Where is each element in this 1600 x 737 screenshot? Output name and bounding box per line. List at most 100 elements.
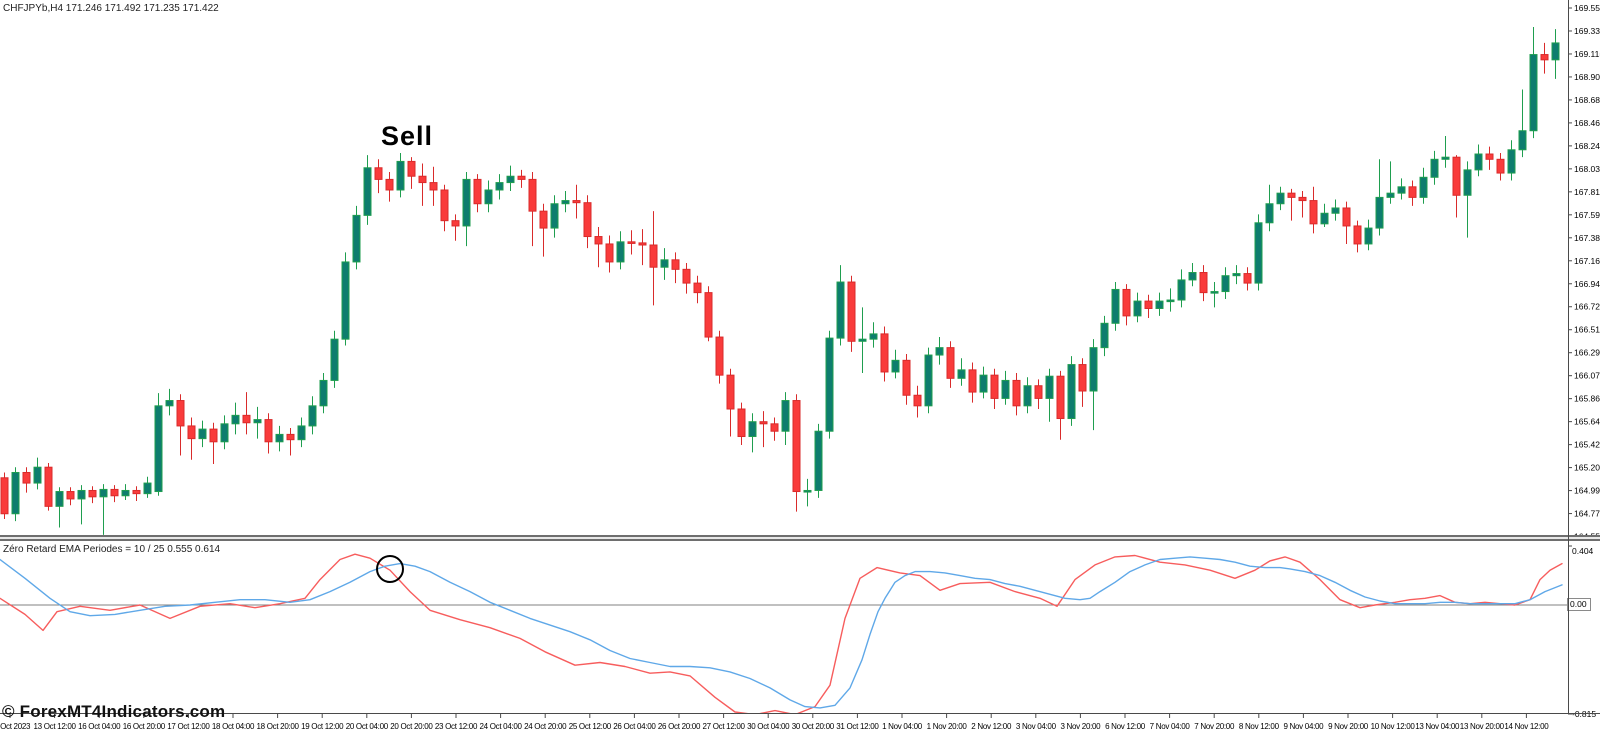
bull-candle xyxy=(1254,222,1263,284)
bear-candle xyxy=(671,259,680,270)
bull-candle xyxy=(836,281,845,339)
slow-ema-line xyxy=(0,556,1563,709)
price-axis-label: 168.030 xyxy=(1574,164,1600,174)
bear-candle xyxy=(792,400,801,493)
time-axis-label: 25 Oct 12:00 xyxy=(569,722,612,731)
bull-candle xyxy=(1397,186,1406,194)
bear-candle xyxy=(1034,385,1043,399)
time-axis-label: 16 Oct 20:00 xyxy=(123,722,166,731)
indicator-panel[interactable] xyxy=(0,553,1563,714)
bull-candle xyxy=(1331,207,1340,214)
bear-candle xyxy=(1243,273,1252,284)
bear-candle xyxy=(902,359,911,396)
bear-candle xyxy=(528,178,537,212)
bear-candle xyxy=(110,488,119,497)
price-axis-label: 165.205 xyxy=(1574,463,1600,473)
bull-candle xyxy=(220,423,229,443)
bull-candle xyxy=(935,347,944,356)
price-axis-label: 167.595 xyxy=(1574,210,1600,220)
time-axis-label: 26 Oct 04:00 xyxy=(613,722,656,731)
bull-candle xyxy=(1067,364,1076,420)
time-axis-label: 18 Oct 04:00 xyxy=(212,722,255,731)
bear-candle xyxy=(132,489,141,495)
time-axis-label: 14 Nov 12:00 xyxy=(1504,722,1549,731)
time-axis-label: 13 Nov 20:00 xyxy=(1460,722,1505,731)
bull-candle xyxy=(1232,273,1241,277)
bear-candle xyxy=(1056,375,1065,420)
bull-candle xyxy=(1089,347,1098,392)
bull-candle xyxy=(1518,130,1527,151)
bear-candle xyxy=(1353,225,1362,245)
bear-candle xyxy=(374,167,383,180)
bear-candle xyxy=(1298,196,1307,202)
bull-candle xyxy=(121,489,130,497)
price-axis-label: 167.815 xyxy=(1574,187,1600,197)
bear-candle xyxy=(880,333,889,373)
bull-candle xyxy=(341,261,350,340)
bear-candle xyxy=(605,243,614,263)
bear-candle xyxy=(451,220,460,227)
panel-splitter[interactable] xyxy=(0,535,1600,541)
bull-candle xyxy=(462,178,471,227)
bear-candle xyxy=(407,160,416,177)
bear-candle xyxy=(1342,207,1351,227)
bull-candle xyxy=(77,489,86,500)
time-axis-label: 2 Nov 12:00 xyxy=(971,722,1012,731)
time-axis-label: 31 Oct 12:00 xyxy=(836,722,879,731)
bull-candle xyxy=(1419,176,1428,198)
bear-candle xyxy=(1485,153,1494,160)
bull-candle xyxy=(308,405,317,427)
time-axis-label: 20 Oct 04:00 xyxy=(346,722,389,731)
bear-candle xyxy=(847,281,856,342)
bull-candle xyxy=(165,400,174,407)
main-price-chart[interactable] xyxy=(0,27,1560,535)
time-axis-label: 13 Nov 04:00 xyxy=(1415,722,1460,731)
bull-candle xyxy=(55,491,64,507)
price-axis-label: 166.510 xyxy=(1574,325,1600,335)
price-axis-label: 169.335 xyxy=(1574,26,1600,36)
bear-candle xyxy=(176,400,185,427)
price-axis-label: 167.160 xyxy=(1574,256,1600,266)
time-axis-label: 3 Nov 04:00 xyxy=(1016,722,1057,731)
bear-candle xyxy=(440,189,449,222)
bear-candle xyxy=(715,336,724,376)
bear-candle xyxy=(22,471,31,484)
time-axis-label: 30 Oct 20:00 xyxy=(792,722,835,731)
bear-candle xyxy=(429,182,438,191)
indicator-zero-price-box: 0.00 xyxy=(1567,598,1591,611)
price-axis-label: 164.775 xyxy=(1574,509,1600,519)
time-axis-label: 10 Nov 12:00 xyxy=(1371,722,1416,731)
axis-vertical-border xyxy=(1568,0,1569,714)
time-axis-label: 1 Nov 20:00 xyxy=(927,722,968,731)
time-axis-label: 24 Oct 20:00 xyxy=(524,722,567,731)
bull-candle xyxy=(1155,300,1164,309)
bear-candle xyxy=(968,369,977,393)
bear-candle xyxy=(88,489,97,498)
bull-candle xyxy=(330,338,339,381)
bear-candle xyxy=(66,491,75,500)
bear-candle xyxy=(583,202,592,238)
bull-candle xyxy=(1276,192,1285,205)
indicator-axis-bottom-label: -0.815 xyxy=(1572,709,1597,719)
bull-candle xyxy=(1463,169,1472,196)
price-axis-label: 168.245 xyxy=(1574,141,1600,151)
crossover-circle-annotation xyxy=(376,555,404,583)
bear-candle xyxy=(418,175,427,184)
bear-candle xyxy=(242,414,251,424)
time-axis-label: 1 Nov 04:00 xyxy=(882,722,923,731)
price-axis-label: 165.425 xyxy=(1574,440,1600,450)
time-axis-label: 7 Nov 04:00 xyxy=(1150,722,1191,731)
time-axis-label: 12 Oct 2023 xyxy=(0,722,31,731)
price-axis-label: 165.640 xyxy=(1574,417,1600,427)
bull-candle xyxy=(979,374,988,393)
bear-candle xyxy=(44,466,53,507)
bull-candle xyxy=(1386,192,1395,198)
price-axis-label: 167.380 xyxy=(1574,233,1600,243)
bull-candle xyxy=(1166,299,1175,303)
time-axis-label: 13 Oct 12:00 xyxy=(33,722,76,731)
time-axis-label: 3 Nov 20:00 xyxy=(1060,722,1101,731)
bull-candle xyxy=(11,471,20,515)
time-axis-label: 19 Oct 12:00 xyxy=(301,722,344,731)
bull-candle xyxy=(803,489,812,493)
